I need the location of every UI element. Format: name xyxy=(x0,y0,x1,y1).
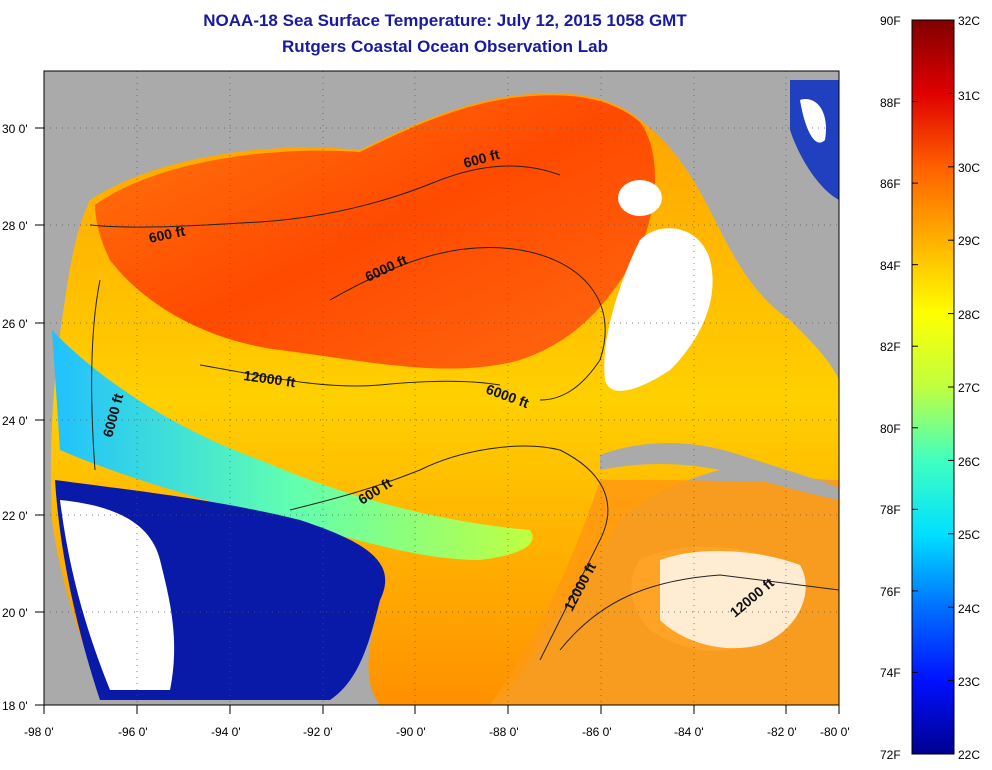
fahrenheit-label: 78F xyxy=(880,503,901,517)
x-tick-label: -88 0' xyxy=(489,725,519,739)
y-tick-label: 18 0' xyxy=(2,699,28,713)
x-tick-label: -80 0' xyxy=(820,725,850,739)
celsius-label: 23C xyxy=(958,675,980,689)
contour-12000ft xyxy=(199,364,501,387)
contour-label: 600 ft xyxy=(147,223,186,246)
x-tick-label: -86 0' xyxy=(582,725,612,739)
contour-600ft-south xyxy=(289,445,609,661)
cool-band xyxy=(52,330,533,560)
celsius-label: 30C xyxy=(958,161,980,175)
fahrenheit-label: 86F xyxy=(880,177,901,191)
fahrenheit-label: 80F xyxy=(880,422,901,436)
contour-label: 12000 ft xyxy=(243,367,297,390)
celsius-label: 22C xyxy=(958,748,980,762)
y-tick-label: 20 0' xyxy=(2,606,28,620)
y-tick-label: 28 0' xyxy=(2,219,28,233)
fahrenheit-label: 76F xyxy=(880,585,901,599)
cloud-patch xyxy=(660,550,806,649)
y-tick-label: 24 0' xyxy=(2,414,28,428)
cloud-patch xyxy=(618,180,662,216)
map-subtitle: Rutgers Coastal Ocean Observation Lab xyxy=(282,37,608,56)
cloud-patch xyxy=(60,500,175,690)
x-tick-label: -82 0' xyxy=(767,725,797,739)
cloud-patch xyxy=(800,99,826,143)
y-tick-label: 30 0' xyxy=(2,122,28,136)
contour-12000ft-carib xyxy=(559,574,839,651)
cuba-land xyxy=(600,442,839,500)
x-tick-label: -98 0' xyxy=(24,725,54,739)
celsius-label: 32C xyxy=(958,14,980,28)
contour-600ft-north xyxy=(89,165,561,228)
fahrenheit-label: 74F xyxy=(880,666,901,680)
celsius-label: 27C xyxy=(958,381,980,395)
celsius-label: 31C xyxy=(958,89,980,103)
plot-frame xyxy=(43,70,840,706)
cloud-patch xyxy=(604,228,713,391)
tick-marks xyxy=(35,127,840,714)
fahrenheit-label: 82F xyxy=(880,340,901,354)
celsius-label: 26C xyxy=(958,455,980,469)
grid xyxy=(44,71,839,705)
x-tick-label: -96 0' xyxy=(118,725,148,739)
contour-6000ft xyxy=(91,247,606,471)
map-title: NOAA-18 Sea Surface Temperature: July 12… xyxy=(203,11,687,30)
y-tick-label: 22 0' xyxy=(2,509,28,523)
x-tick-label: -92 0' xyxy=(303,725,333,739)
colorbar-gradient xyxy=(911,19,955,755)
y-tick-label: 26 0' xyxy=(2,317,28,331)
x-tick-label: -90 0' xyxy=(396,725,426,739)
celsius-label: 25C xyxy=(958,528,980,542)
celsius-label: 29C xyxy=(958,234,980,248)
warm-region xyxy=(95,95,655,369)
fahrenheit-label: 72F xyxy=(880,748,901,762)
celsius-label: 28C xyxy=(958,308,980,322)
fahrenheit-label: 88F xyxy=(880,96,901,110)
fahrenheit-label: 84F xyxy=(880,259,901,273)
x-tick-label: -84 0' xyxy=(674,725,704,739)
x-tick-label: -94 0' xyxy=(211,725,241,739)
celsius-label: 24C xyxy=(958,602,980,616)
fahrenheit-label: 90F xyxy=(880,14,901,28)
